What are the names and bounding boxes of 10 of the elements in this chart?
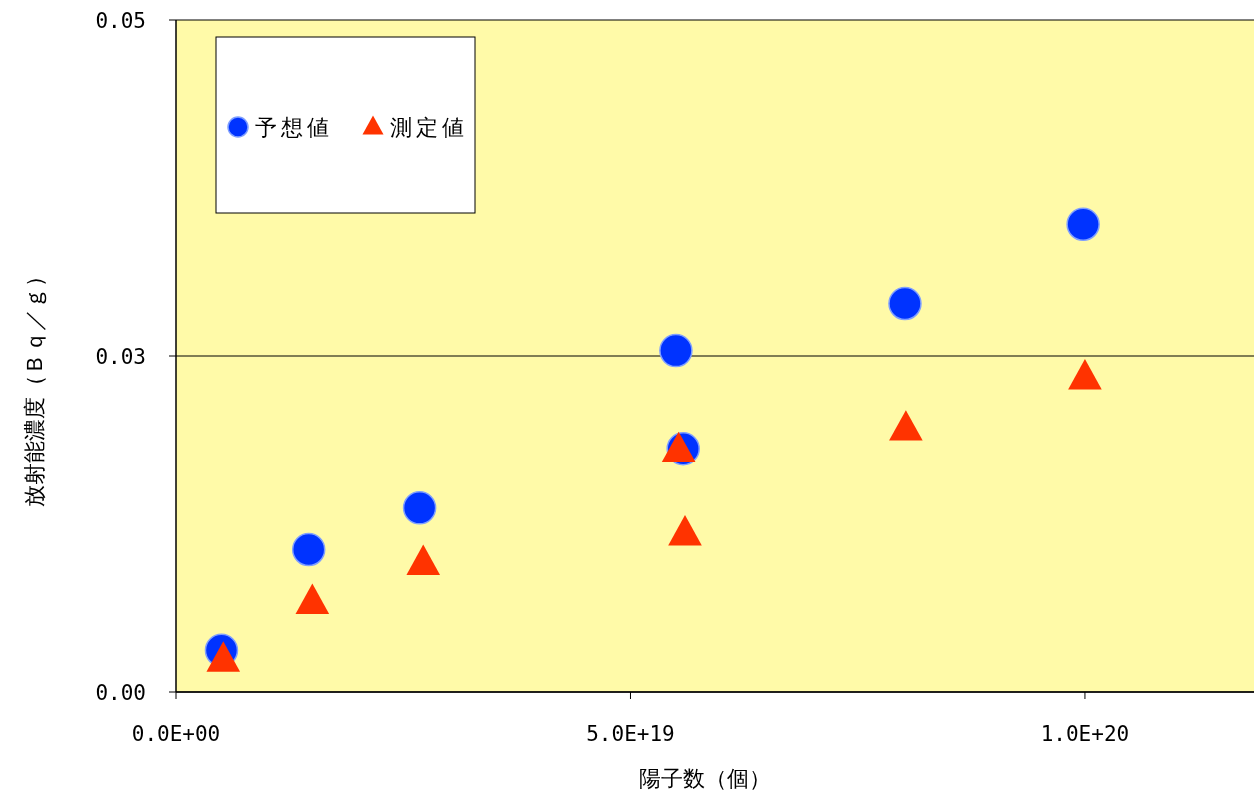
y-axis-title: 放射能濃度（Ｂｑ／ｇ） (22, 265, 47, 507)
y-tick-label: 0.05 (95, 9, 146, 33)
y-tick-label: 0.00 (95, 681, 146, 705)
legend-label: 測定値 (390, 115, 468, 140)
y-tick-label: 0.03 (95, 345, 146, 369)
x-tick-label: 1.0E+20 (1040, 722, 1130, 746)
x-tick-label: 5.0E+19 (586, 722, 675, 746)
legend-label: 予想値 (255, 115, 333, 140)
x-tick-label: 0.0E+00 (131, 722, 221, 746)
x-axis-title: 陽子数（個） (639, 766, 771, 791)
